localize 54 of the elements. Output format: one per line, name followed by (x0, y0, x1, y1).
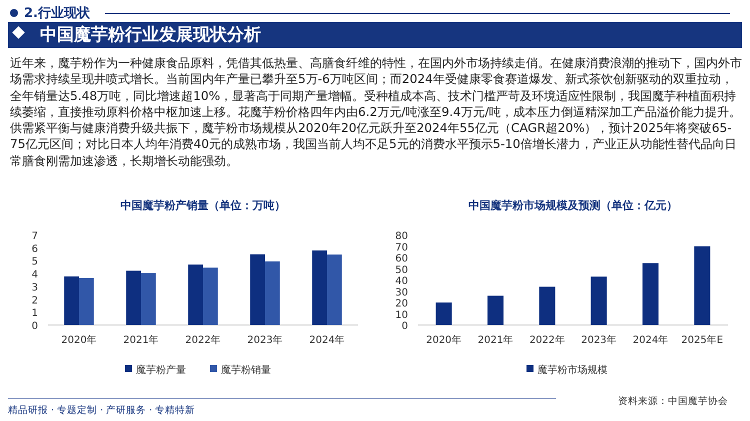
y-tick-label: 30 (395, 287, 408, 298)
x-tick-label: 2025年E (681, 334, 724, 346)
y-tick-label: 4 (32, 270, 38, 281)
text: 近年来，魔芋粉作为一种健康食品原料，凭借其低热量、高膳食纤维的特性，在国内外市场持续走俏。在健康消费浪潮的推动下，国内外市场需求持续呈现井喷式增长。当前国内年产量已攀升至5万-6万吨区间；而2024年受健康零食赛道爆发、新式茶饮创新驱动的双重拉动，全年销量达5.48万吨，同比增速超10%，显著高于同期产量增幅。受种植成本高、技术门槛严苛及环境适应性限制，我国魔芋种植面积持续萎缩，直接推动原料价格中枢加速上移。花魔芋粉价格四年内由6.2万元/吨涨至9.4万元/吨，成本压力倒逼精深加工产品溢价能力提升。供需紧平衡与健康消费升级共振下，魔芋粉市场规模从2020年20亿元跃升至2024年55亿元（CAGR超20%），预计2025年将突破65-75亿元区间；对比日本人均年消费40元的成熟市场，我国当前人均不足5元的消费水平预示5-10倍增长潜力，产业正从功能性替代品向日常膳食刚需加速渗透，长期增长动能强劲。 (10, 55, 742, 170)
y-tick-label: 40 (395, 276, 408, 287)
y-tick-label: 1 (32, 308, 38, 320)
bar (64, 276, 79, 325)
bar (694, 246, 710, 325)
y-tick-label: 6 (32, 244, 38, 255)
y-tick-label: 70 (395, 242, 408, 254)
bar (642, 263, 659, 325)
x-tick-label: 2021年 (123, 334, 159, 346)
bar (126, 270, 141, 325)
text: 2.行业现状 (24, 5, 90, 22)
y-tick-label: 7 (32, 231, 38, 242)
bar (436, 302, 452, 325)
x-tick-label: 2021年 (478, 334, 514, 346)
x-tick-label: 2023年 (247, 334, 283, 346)
y-tick-label: 60 (395, 254, 408, 264)
y-tick-label: 10 (395, 310, 408, 321)
bar (327, 254, 342, 325)
x-tick-label: 2020年 (61, 334, 97, 346)
y-tick-label: 5 (32, 256, 38, 268)
y-tick-label: 0 (32, 321, 38, 332)
x-tick-label: 2022年 (185, 334, 221, 346)
x-tick-label: 2020年 (426, 334, 462, 346)
bar (265, 261, 280, 325)
x-tick-label: 2023年 (581, 334, 617, 346)
text: 精品研报 · 专题定制 · 产研服务 · 专精特新 (8, 404, 196, 417)
y-tick-label: 80 (395, 231, 408, 242)
text: 资料来源：中国魔芋协会 (618, 395, 728, 407)
bar (539, 286, 556, 325)
bar (590, 276, 607, 325)
bar (203, 268, 218, 325)
y-tick-label: 50 (395, 264, 408, 276)
x-tick-label: 2022年 (529, 334, 565, 346)
bar (188, 264, 203, 325)
legend-label: 魔芋粉产量 (136, 364, 186, 376)
chart-title: 中国魔芋粉市场规模及预测（单位：亿元） (468, 199, 678, 212)
y-tick-label: 2 (32, 295, 38, 306)
legend-label: 魔芋粉市场规模 (538, 364, 608, 376)
y-tick-label: 3 (32, 282, 38, 294)
chart-title: 中国魔芋粉产销量（单位：万吨） (120, 199, 286, 212)
bar (141, 273, 156, 325)
legend-label: 魔芋粉销量 (221, 364, 271, 376)
bar (487, 296, 504, 325)
bar (250, 254, 265, 325)
x-tick-label: 2024年 (632, 334, 668, 346)
y-tick-label: 20 (395, 298, 408, 310)
text: 中国魔芋粉行业发展现状分析 (40, 24, 261, 46)
y-tick-label: 0 (402, 321, 408, 332)
bar (312, 250, 327, 325)
bar (79, 278, 94, 325)
x-tick-label: 2024年 (309, 334, 345, 346)
